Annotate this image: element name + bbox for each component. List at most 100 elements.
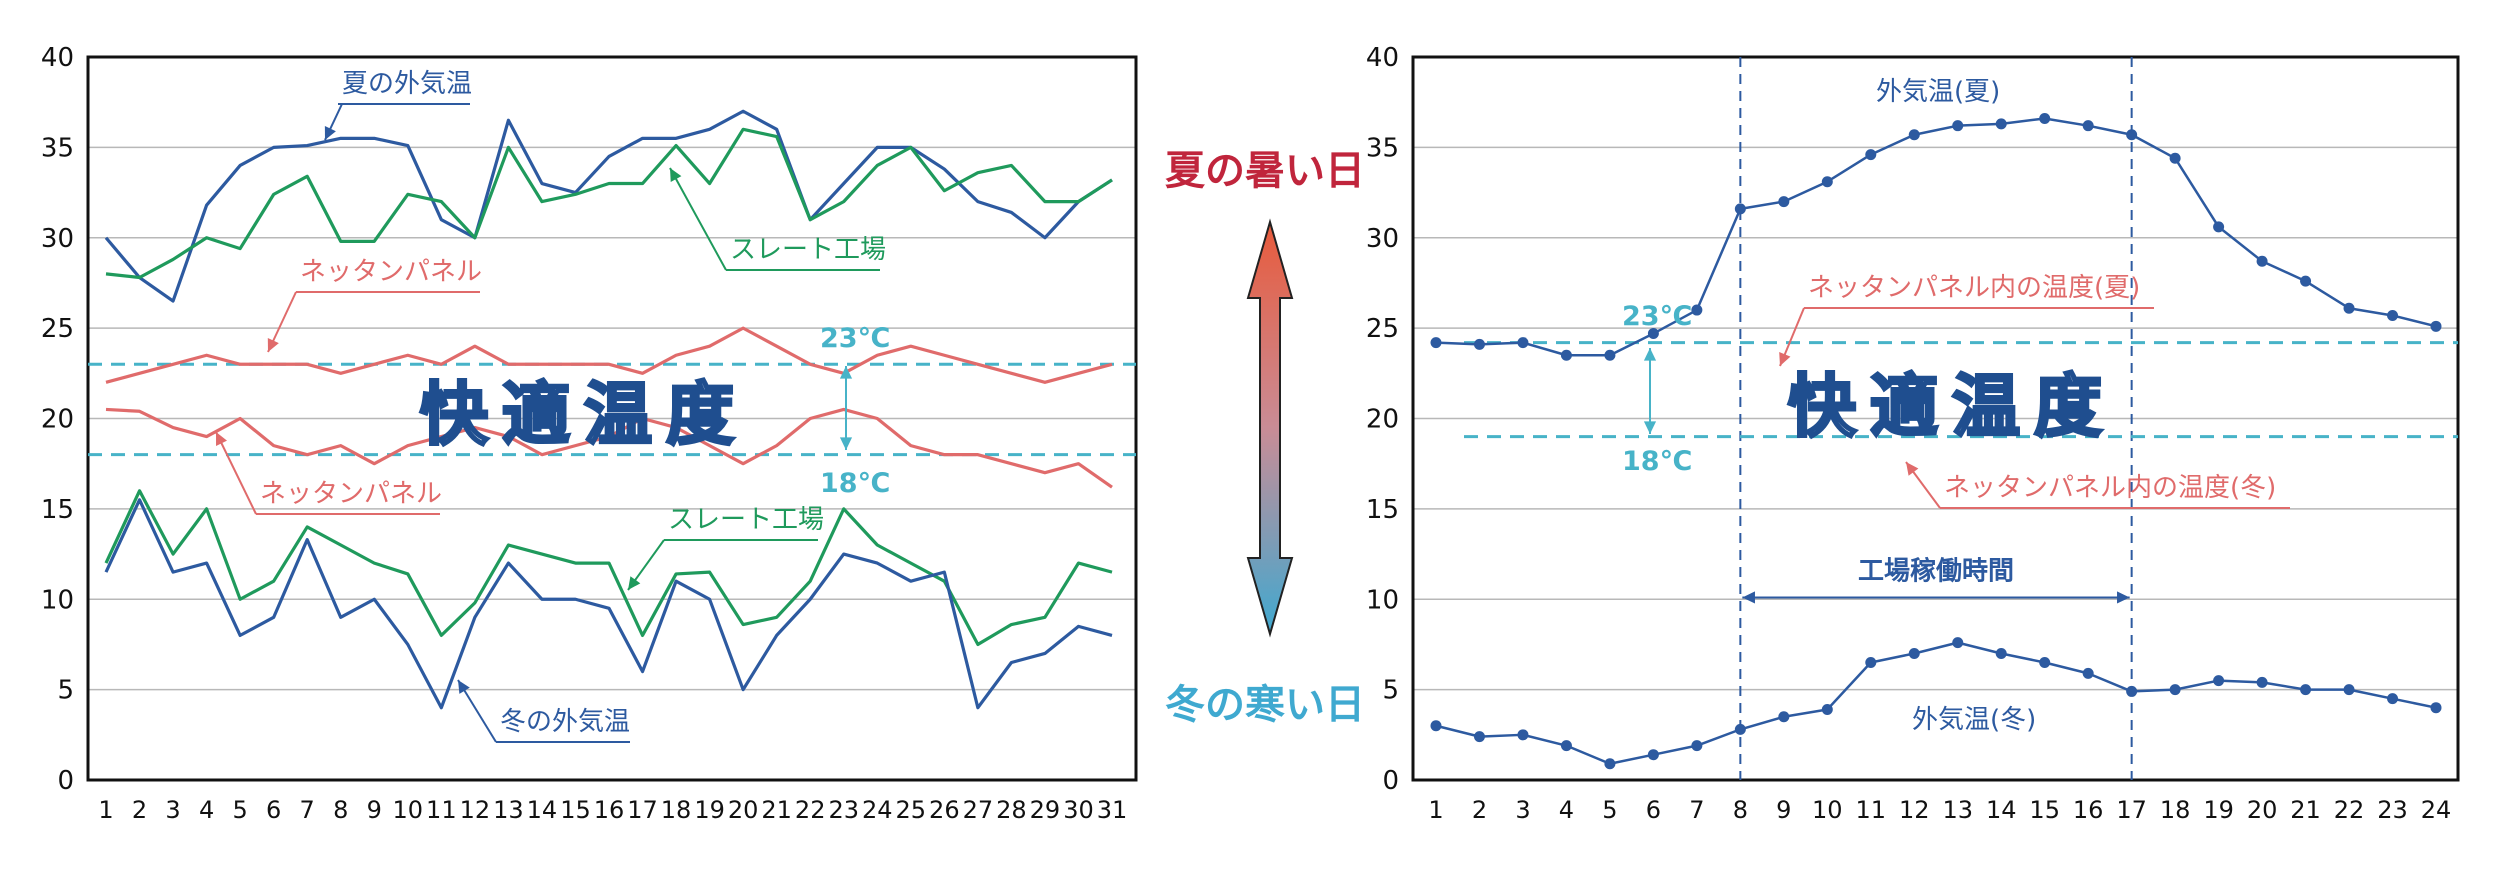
right-y-tick-label: 10 [1366, 585, 1399, 615]
summer-air-line-point [1908, 129, 1920, 141]
panel-summer-annotation-arrow-head [1779, 352, 1791, 366]
right-x-tick-label: 10 [1812, 796, 1843, 824]
right-x-tick-label: 5 [1602, 796, 1617, 824]
winter-air-annotation-arrow-head [458, 680, 470, 694]
left-x-tick-label: 21 [761, 796, 792, 824]
right-y-tick-label: 20 [1366, 405, 1399, 435]
winter-air-line-point [1995, 647, 2007, 659]
left-x-tick-label: 8 [333, 796, 348, 824]
summer-air-line-point [1647, 328, 1659, 340]
right-x-tick-label: 15 [2029, 796, 2060, 824]
left-x-tick-label: 30 [1063, 796, 1094, 824]
winter-air-line-point [2169, 684, 2181, 696]
work-hours-label: 工場稼働時間 [1858, 556, 2014, 586]
right-x-tick-label: 18 [2160, 796, 2191, 824]
left-y-tick-label: 10 [41, 585, 74, 615]
left-x-tick-label: 15 [560, 796, 591, 824]
right-x-tick-label: 11 [1856, 796, 1887, 824]
left-y-tick-label: 35 [41, 133, 74, 163]
comfort-upper-label: 23℃ [1622, 301, 1692, 332]
winter-air-line-point [1430, 720, 1442, 732]
summer-air-line-point [2256, 255, 2268, 267]
left-plot-frame [86, 55, 1138, 782]
right-x-tick-label: 13 [1942, 796, 1973, 824]
comfort-lower-label: 18℃ [1622, 446, 1692, 477]
left-x-tick-label: 28 [996, 796, 1027, 824]
winter-air-line-point [2430, 702, 2442, 714]
right-y-tick-label: 25 [1366, 314, 1399, 344]
left-x-tick-label: 16 [594, 796, 625, 824]
winter-air-line-point [1473, 731, 1485, 743]
summer-air-line-point [1821, 176, 1833, 188]
summer-air-line-point [1865, 149, 1877, 161]
left-x-tick-label: 2 [132, 796, 147, 824]
summer-air-line [1435, 117, 2437, 357]
summer-air-annotation-arrow-head [324, 126, 336, 140]
right-x-tick-label: 2 [1472, 796, 1487, 824]
winter-air-line-point [2387, 693, 2399, 705]
right-y-tick-label: 35 [1366, 133, 1399, 163]
panel-lower-annotation-arrow-head [216, 432, 227, 446]
slate-upper-annotation-arrow [669, 167, 727, 271]
summer-air-line [104, 109, 1113, 303]
left-x-tick-label: 13 [493, 796, 524, 824]
right-x-tick-label: 24 [2421, 796, 2452, 824]
left-x-tick-label: 24 [862, 796, 893, 824]
winter-air-line-point [2082, 667, 2094, 679]
comfort-upper-label: 23℃ [820, 323, 890, 354]
left-x-tick-label: 31 [1097, 796, 1128, 824]
panel-winter-annotation-arrow-head [1906, 462, 1919, 476]
right-plot-frame [1411, 55, 2460, 782]
left-y-tick-label: 5 [57, 676, 74, 706]
left-y-tick-label: 40 [41, 43, 74, 73]
summer-air-line-point [1995, 118, 2007, 130]
comfort-lower-label: 18℃ [820, 468, 890, 499]
slate-lower-annotation: スレート工場 [668, 505, 824, 535]
right-y-tick-label: 40 [1366, 43, 1399, 73]
slate-lower-line [104, 489, 1113, 647]
winter-air-line-point [1734, 723, 1746, 735]
left-x-tick-label: 22 [795, 796, 826, 824]
right-y-tick-label: 5 [1382, 676, 1399, 706]
right-x-tick-label: 20 [2247, 796, 2278, 824]
right-x-tick-label: 9 [1776, 796, 1791, 824]
hot-day-label: 夏の暑い日 [1165, 148, 1365, 194]
left-x-tick-label: 29 [1030, 796, 1061, 824]
right-x-tick-label: 4 [1559, 796, 1574, 824]
winter-air-line-point [2126, 685, 2138, 697]
summer-air-line-point [1778, 196, 1790, 208]
panel-upper-annotation: ネッタンパネル [300, 257, 482, 287]
winter-air-line-point [2213, 675, 2225, 687]
winter-air-line-point [2039, 657, 2051, 669]
winter-air-line-point [1691, 740, 1703, 752]
right-x-tick-label: 19 [2203, 796, 2234, 824]
temperature-arrow [1246, 218, 1294, 638]
right-x-tick-label: 1 [1428, 796, 1443, 824]
left-x-tick-label: 9 [367, 796, 382, 824]
panel-lower-line [105, 407, 1113, 489]
right-x-tick-label: 8 [1733, 796, 1748, 824]
right-y-tick-label: 0 [1382, 766, 1399, 796]
left-x-tick-label: 20 [728, 796, 759, 824]
winter-air-line-point [1908, 647, 1920, 659]
comfort-range-arrow-down-head [1643, 421, 1657, 434]
summer-air-line-point [2300, 275, 2312, 287]
left-x-tick-label: 23 [828, 796, 859, 824]
left-x-tick-label: 26 [929, 796, 960, 824]
winter-air-line-point [1952, 637, 1964, 649]
left-x-tick-label: 1 [98, 796, 113, 824]
right-x-tick-label: 22 [2334, 796, 2365, 824]
winter-air-line-point [1778, 711, 1790, 723]
winter-air-line-point [2343, 684, 2355, 696]
left-y-tick-label: 20 [41, 405, 74, 435]
left-x-tick-label: 18 [661, 796, 692, 824]
summer-air-line-point [1560, 349, 1572, 361]
left-x-tick-label: 10 [393, 796, 424, 824]
right-x-tick-label: 21 [2290, 796, 2321, 824]
slate-upper-line [105, 127, 1113, 280]
slate-upper-annotation: スレート工場 [730, 235, 886, 265]
comfort-range-arrow-up-head [1643, 348, 1657, 361]
